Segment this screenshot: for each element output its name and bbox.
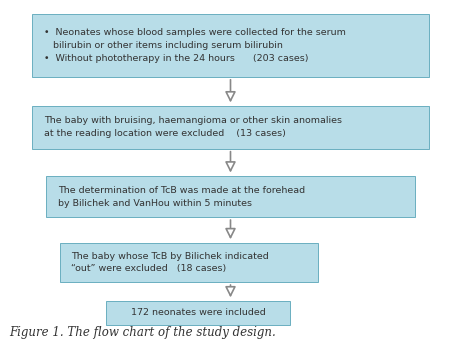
- Text: •  Neonates whose blood samples were collected for the serum
   bilirubin or oth: • Neonates whose blood samples were coll…: [44, 28, 346, 63]
- Text: The baby whose TcB by Bilichek indicated
“out” were excluded   (18 cases): The baby whose TcB by Bilichek indicated…: [71, 252, 269, 273]
- FancyBboxPatch shape: [32, 106, 429, 149]
- FancyBboxPatch shape: [32, 14, 429, 77]
- Text: Figure 1. The flow chart of the study design.: Figure 1. The flow chart of the study de…: [9, 326, 276, 339]
- Text: The determination of TcB was made at the forehead
by Bilichek and VanHou within : The determination of TcB was made at the…: [58, 186, 305, 208]
- FancyBboxPatch shape: [106, 301, 290, 325]
- FancyBboxPatch shape: [46, 176, 415, 217]
- FancyBboxPatch shape: [60, 243, 318, 282]
- Text: 172 neonates were included: 172 neonates were included: [131, 308, 266, 317]
- Text: The baby with bruising, haemangioma or other skin anomalies
at the reading locat: The baby with bruising, haemangioma or o…: [44, 117, 342, 138]
